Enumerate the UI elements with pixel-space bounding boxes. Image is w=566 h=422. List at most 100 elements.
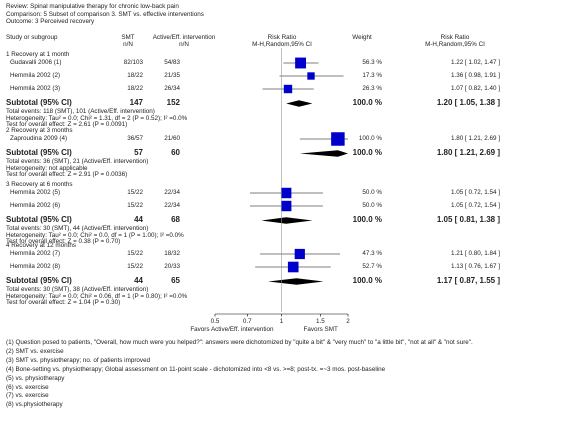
study-weight: 52.7 % — [362, 263, 382, 270]
footnote: (6) vs. exercise — [6, 383, 49, 391]
study-ctrl-events: 54/83 — [164, 59, 180, 66]
subtotal-diamond — [261, 217, 313, 224]
group-title: 1 Recovery at 1 month — [6, 51, 70, 58]
study-name: Hemmila 2002 (7) — [10, 250, 61, 257]
study-ci: 1.80 [ 1.21, 2.69 ] — [450, 135, 500, 142]
subtotal-ci: 1.20 [ 1.05, 1.38 ] — [436, 98, 500, 107]
group-note: Total events: 30 (SMT), 44 (Active/Eff. … — [6, 225, 149, 232]
subtotal-label: Subtotal (95% CI) — [6, 98, 72, 107]
study-ci: 1.13 [ 0.76, 1.67 ] — [450, 263, 500, 270]
study-ctrl-events: 21/35 — [164, 72, 180, 79]
group-note: Heterogeneity: Tau² = 0.0; Chi² = 0.06, … — [6, 292, 188, 300]
study-smt-events: 15/22 — [127, 263, 143, 270]
study-marker — [283, 84, 293, 94]
x-tick-label: 0.5 — [211, 318, 220, 325]
subtotal-weight: 100.0 % — [352, 148, 382, 157]
study-smt-events: 82/103 — [123, 59, 143, 66]
group-note: Test for overall effect: Z = 1.04 (P = 0… — [6, 299, 121, 306]
study-marker — [295, 57, 307, 69]
study-name: Hemmila 2002 (2) — [10, 72, 61, 79]
x-tick-label: 2 — [346, 318, 350, 325]
study-ci: 1.21 [ 0.80, 1.84 ] — [450, 250, 500, 257]
study-ctrl-events: 20/33 — [164, 263, 180, 270]
outcome-title: Outcome: 3 Perceived recovery — [6, 18, 95, 25]
group-note: Test for overall effect: Z = 2.91 (P = 0… — [6, 171, 128, 178]
study-name: Hemmila 2002 (3) — [10, 85, 61, 92]
study-smt-events: 36/57 — [127, 135, 143, 142]
study-smt-events: 15/22 — [127, 202, 143, 209]
footnote: (2) SMT vs. exercise — [6, 347, 64, 355]
subtotal-ci: 1.17 [ 0.87, 1.55 ] — [436, 276, 500, 285]
subtotal-diamond — [268, 278, 324, 285]
group-note: Test for overall effect: Z = 0.38 (P = 0… — [6, 238, 121, 245]
group-note: Total events: 118 (SMT), 101 (Active/Eff… — [6, 108, 155, 115]
study-name: Hemmila 2002 (5) — [10, 189, 61, 196]
footnote: (5) vs. physiotherapy — [6, 374, 65, 382]
study-weight: 50.0 % — [362, 189, 382, 196]
study-weight: 100.0 % — [358, 135, 382, 142]
study-name: Hemmila 2002 (8) — [10, 263, 61, 270]
study-ctrl-events: 22/34 — [164, 189, 180, 196]
col-header-smt: SMT — [121, 34, 135, 41]
study-marker — [294, 248, 305, 260]
footnote: (1) Question posed to patients, "Overall… — [6, 339, 473, 346]
group-title: 3 Recovery at 6 months — [6, 181, 73, 188]
subtotal-diamond — [286, 100, 313, 107]
study-smt-events: 18/22 — [127, 85, 143, 92]
col-header-rr-text: Risk Ratio — [440, 34, 470, 41]
subtotal-diamond — [299, 150, 348, 157]
study-name: Hemmila 2002 (6) — [10, 202, 61, 209]
subtotal-label: Subtotal (95% CI) — [6, 276, 72, 285]
group-title: 2 Recovery at 3 months — [6, 127, 73, 134]
group-note: Test for overall effect: Z = 2.61 (P = 0… — [6, 121, 128, 128]
comparison-title: Comparison: 5 Subset of comparison 3. SM… — [6, 10, 204, 18]
group-note: Total events: 36 (SMT), 21 (Active/Eff. … — [6, 158, 149, 165]
study-marker — [280, 187, 292, 199]
review-title: Review: Spinal manipulative therapy for … — [6, 3, 179, 10]
study-smt-events: 15/22 — [127, 250, 143, 257]
study-name: Zaproudina 2009 (4) — [10, 135, 68, 142]
subtotal-label: Subtotal (95% CI) — [6, 148, 72, 157]
footnote: (8) vs.physiotherapy — [6, 401, 63, 409]
subtotal-weight: 100.0 % — [352, 276, 382, 285]
study-ci: 1.36 [ 0.98, 1.91 ] — [450, 72, 500, 79]
study-weight: 56.3 % — [362, 59, 382, 66]
subtotal-ci: 1.05 [ 0.81, 1.38 ] — [436, 215, 500, 224]
subtotal-weight: 100.0 % — [352, 215, 382, 224]
group-note: Heterogeneity: not applicable — [6, 164, 88, 172]
x-tick-label: 1 — [280, 318, 284, 325]
study-smt-events: 18/22 — [127, 72, 143, 79]
subtotal-ctrl-n: 68 — [171, 215, 180, 224]
group-note: Heterogeneity: Tau² = 0.0; Chi² = 0.0, d… — [6, 231, 184, 239]
study-name: Gudavalli 2006 (1) — [10, 59, 62, 66]
study-weight: 26.3 % — [362, 85, 382, 92]
col-header-ctrl-n: n/N — [179, 41, 189, 48]
subtotal-smt-n: 57 — [134, 148, 143, 157]
subtotal-label: Subtotal (95% CI) — [6, 215, 72, 224]
footnote: (4) Bone-setting vs. physiotherapy; Glob… — [6, 365, 386, 373]
favors-left-label: Favors Active/Eff. intervention — [190, 326, 274, 333]
subtotal-ctrl-n: 65 — [171, 276, 180, 285]
study-ctrl-events: 26/34 — [164, 85, 180, 92]
subtotal-ctrl-n: 152 — [166, 98, 180, 107]
favors-right-label: Favors SMT — [304, 326, 338, 333]
study-weight: 47.3 % — [362, 250, 382, 257]
col-header-smt-n: n/N — [123, 41, 133, 48]
col-header-study: Study or subgroup — [6, 34, 58, 41]
subtotal-ci: 1.80 [ 1.21, 2.69 ] — [436, 148, 500, 157]
study-ctrl-events: 18/32 — [164, 250, 180, 257]
col-header-weight: Weight — [352, 34, 372, 41]
subtotal-smt-n: 44 — [134, 276, 143, 285]
study-ci: 1.22 [ 1.02, 1.47 ] — [450, 59, 500, 66]
study-marker — [280, 200, 292, 212]
col-header-rr-plot-method: M-H,Random,95% CI — [252, 41, 312, 48]
study-ctrl-events: 22/34 — [164, 202, 180, 209]
study-ctrl-events: 21/60 — [164, 135, 180, 142]
study-ci: 1.05 [ 0.72, 1.54 ] — [450, 202, 500, 209]
footnote: (7) vs. exercise — [6, 392, 49, 400]
study-marker — [307, 72, 315, 80]
footnote: (3) SMT vs. physiotherapy; no. of patien… — [6, 356, 151, 364]
subtotal-smt-n: 147 — [129, 98, 143, 107]
group-note: Heterogeneity: Tau² = 0.0; Chi² = 1.31, … — [6, 114, 188, 122]
